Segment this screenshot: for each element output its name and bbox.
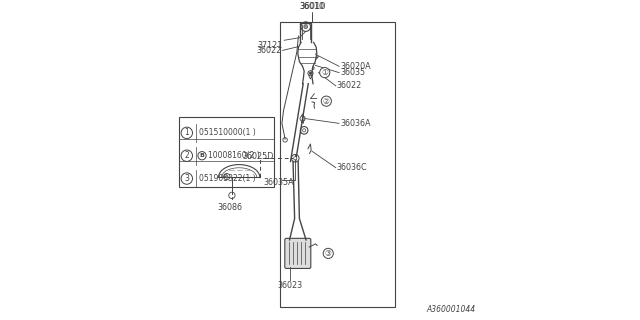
Text: 36025D: 36025D [243, 152, 274, 161]
FancyBboxPatch shape [285, 238, 311, 268]
Text: B: B [200, 153, 204, 158]
Circle shape [303, 129, 306, 132]
Bar [179, 117, 274, 187]
Text: 051905322(1 ): 051905322(1 ) [198, 174, 255, 183]
Circle shape [294, 157, 297, 160]
Text: ②: ② [323, 97, 330, 106]
Circle shape [321, 96, 332, 106]
Text: ①: ① [321, 68, 328, 77]
Text: 36010: 36010 [299, 2, 325, 11]
Text: A360001044: A360001044 [426, 305, 476, 314]
Text: 36023: 36023 [277, 281, 302, 290]
Text: 10008160(2 ): 10008160(2 ) [209, 151, 260, 160]
Circle shape [320, 68, 330, 78]
Circle shape [309, 72, 312, 75]
Circle shape [225, 175, 228, 178]
Text: ③: ③ [325, 249, 332, 258]
Text: 36036C: 36036C [337, 163, 367, 172]
Text: 36020A: 36020A [340, 62, 371, 71]
Text: 36022: 36022 [257, 46, 282, 55]
Text: 37121: 37121 [258, 41, 283, 50]
Text: 36010: 36010 [300, 3, 324, 12]
Text: 051510000(1 ): 051510000(1 ) [198, 128, 255, 137]
Text: 36036A: 36036A [340, 119, 371, 128]
Text: 2: 2 [184, 151, 189, 160]
Text: 36035A: 36035A [264, 178, 294, 187]
Text: 36086: 36086 [218, 203, 243, 212]
Text: 36035: 36035 [340, 68, 365, 77]
Circle shape [323, 248, 333, 259]
Text: 36022: 36022 [337, 81, 362, 91]
Text: 3: 3 [184, 174, 189, 183]
Bar [280, 22, 394, 307]
Circle shape [304, 25, 308, 28]
Text: 1: 1 [184, 128, 189, 137]
